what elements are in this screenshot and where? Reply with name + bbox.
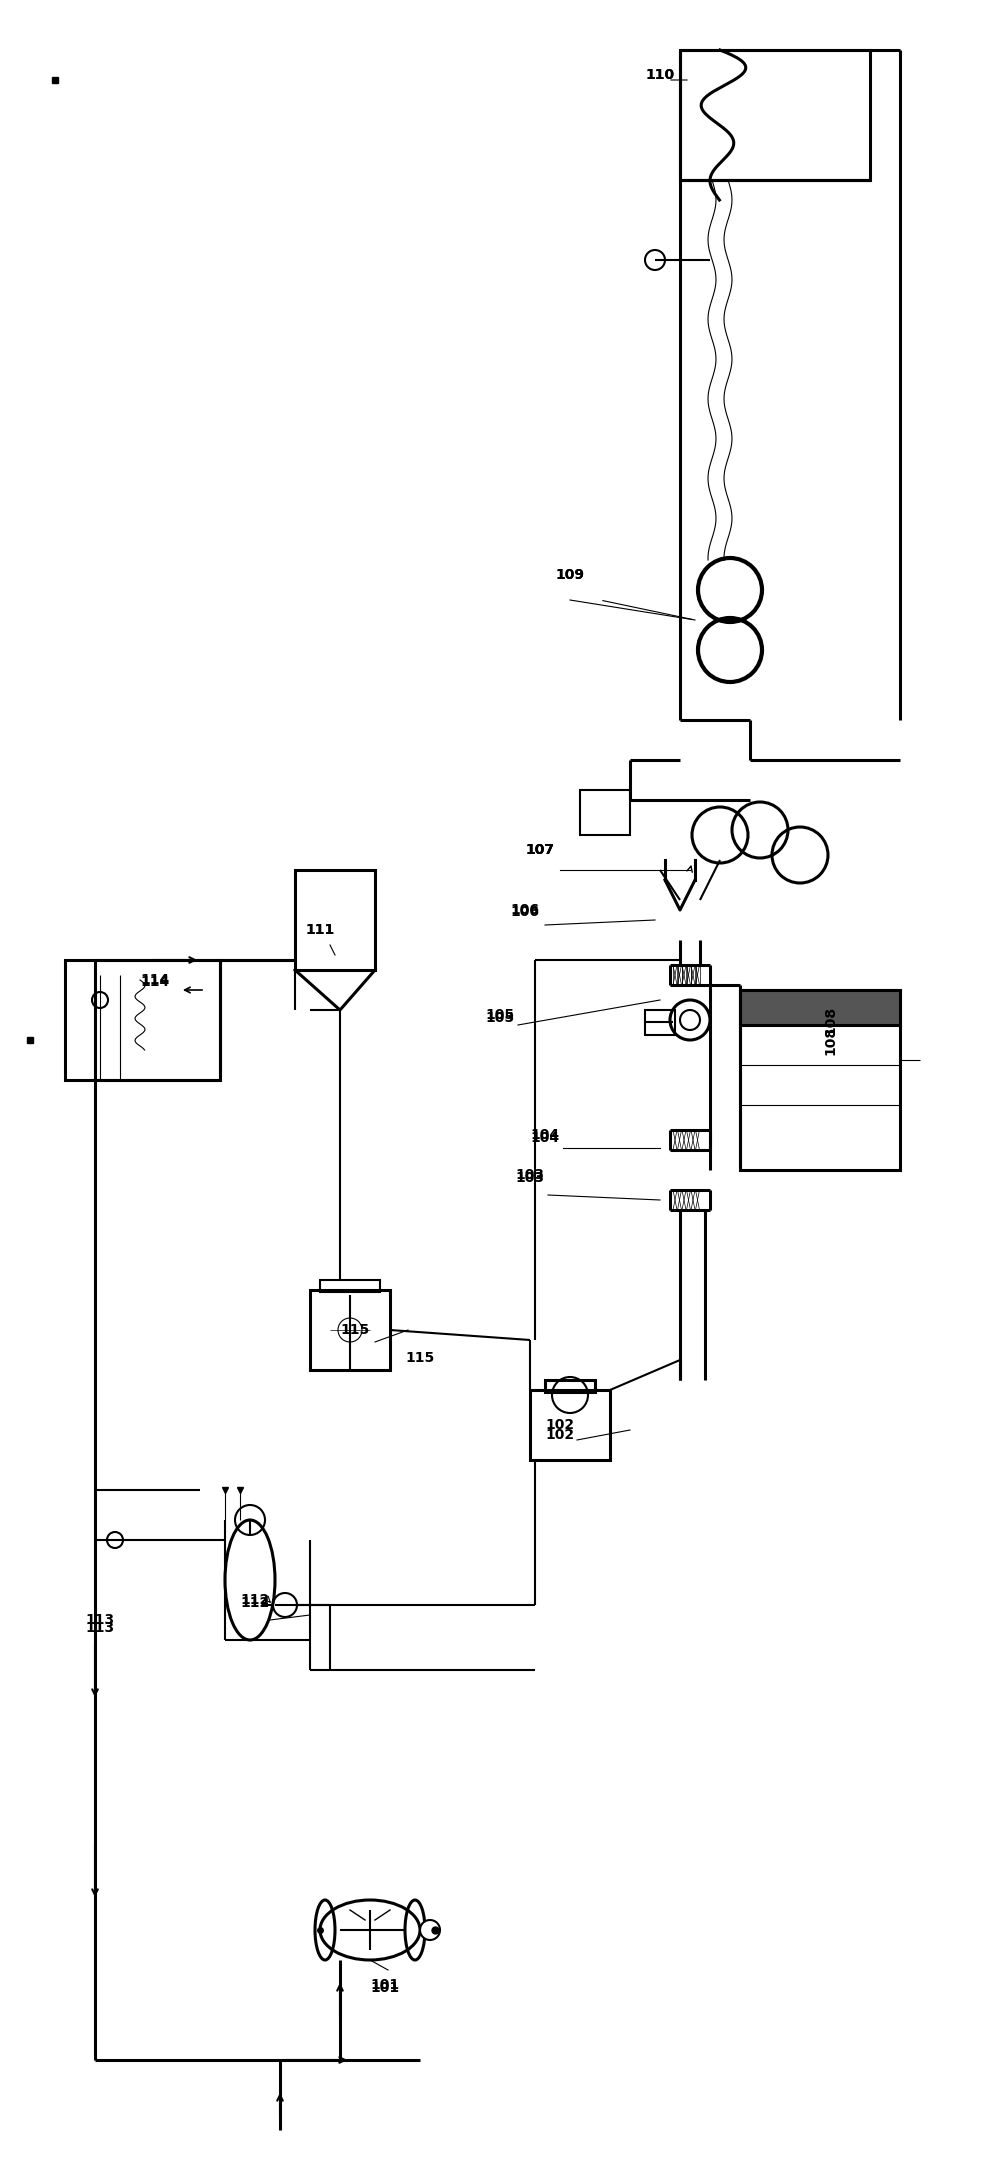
Text: 108: 108 <box>823 1026 837 1054</box>
Text: 110: 110 <box>646 67 675 82</box>
Circle shape <box>420 1919 440 1941</box>
Bar <box>320 1280 380 1291</box>
Text: 108: 108 <box>823 1006 837 1034</box>
Text: 106: 106 <box>511 902 539 918</box>
Text: 109: 109 <box>556 568 584 583</box>
Bar <box>580 790 630 836</box>
Text: 114: 114 <box>141 974 169 987</box>
Text: 107: 107 <box>525 842 555 857</box>
Bar <box>310 1289 390 1371</box>
Bar <box>680 50 870 179</box>
Text: 103: 103 <box>516 1170 544 1185</box>
Text: 115: 115 <box>405 1352 435 1364</box>
Text: 114: 114 <box>141 976 169 989</box>
Bar <box>530 1390 610 1459</box>
Bar <box>740 991 900 1026</box>
Text: 105: 105 <box>485 1008 515 1021</box>
Bar <box>682 965 686 985</box>
Bar <box>696 965 700 985</box>
Text: 103: 103 <box>516 1168 544 1181</box>
Text: 104: 104 <box>530 1131 560 1144</box>
Text: 105: 105 <box>485 1010 515 1026</box>
Bar <box>295 870 375 969</box>
Bar <box>673 965 677 985</box>
Text: 113: 113 <box>86 1613 114 1628</box>
Bar <box>678 965 682 985</box>
Text: 102: 102 <box>545 1418 575 1431</box>
Text: 102: 102 <box>545 1427 575 1442</box>
Text: 115: 115 <box>340 1323 370 1336</box>
Text: 113: 113 <box>86 1621 114 1634</box>
Text: 106: 106 <box>511 905 539 920</box>
Text: 101: 101 <box>370 1982 400 1995</box>
Bar <box>687 965 691 985</box>
Text: 110: 110 <box>646 67 675 82</box>
Text: 111: 111 <box>305 924 335 937</box>
Bar <box>645 1010 675 1034</box>
Text: 107: 107 <box>525 842 555 857</box>
Text: 109: 109 <box>556 568 584 583</box>
Text: 112: 112 <box>240 1593 270 1606</box>
Bar <box>65 961 220 1080</box>
Text: 111: 111 <box>305 924 335 937</box>
Text: 112: 112 <box>240 1596 270 1611</box>
Text: 101: 101 <box>370 1978 400 1993</box>
Bar <box>691 965 695 985</box>
Text: 107: 107 <box>525 842 555 857</box>
Text: 104: 104 <box>530 1127 560 1142</box>
Bar <box>545 1380 595 1393</box>
Bar <box>740 991 900 1170</box>
